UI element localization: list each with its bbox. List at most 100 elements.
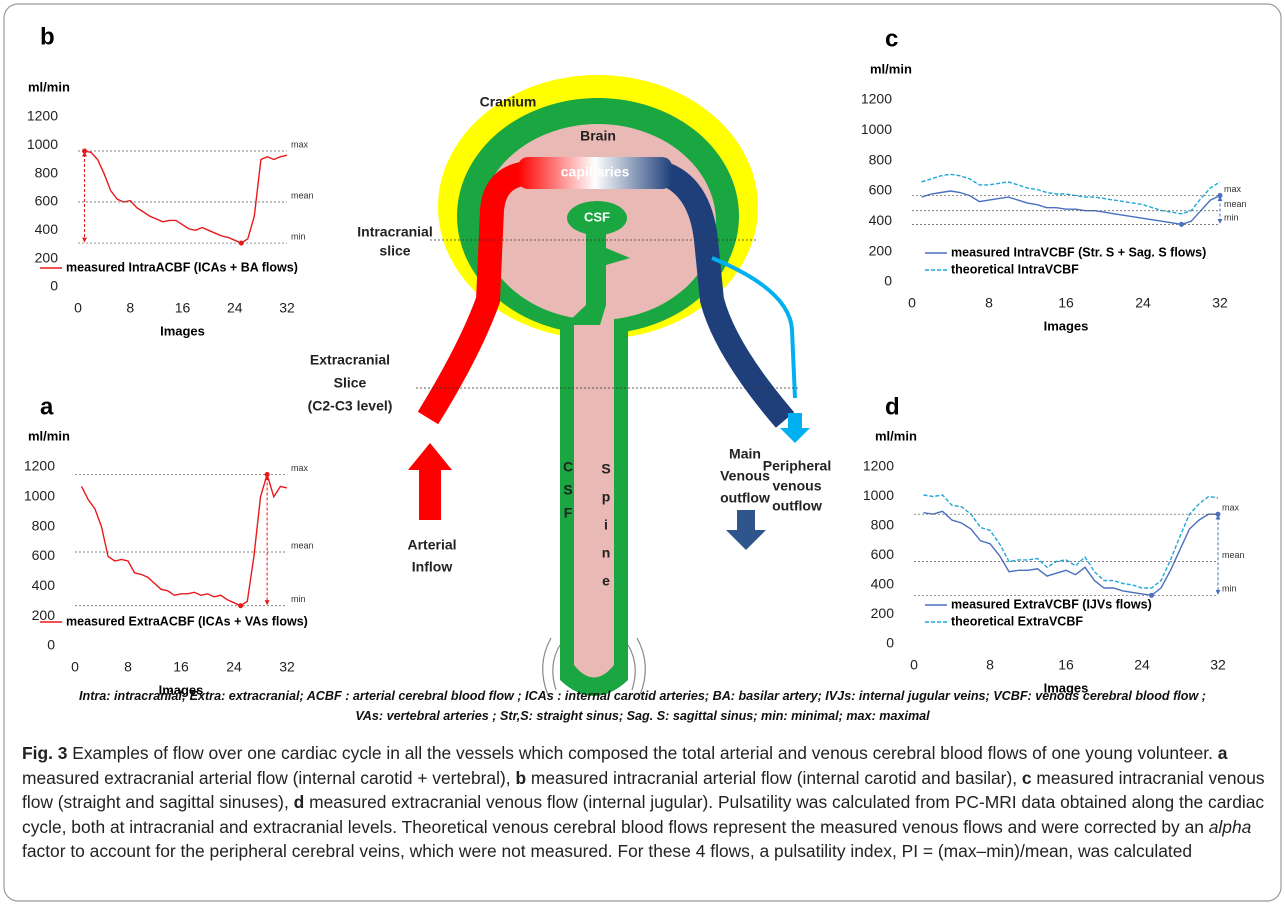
capillaries bbox=[518, 157, 672, 189]
peripheral-arrow bbox=[780, 413, 810, 443]
annotation-label: mean bbox=[1224, 199, 1247, 209]
y-tick-label: 800 bbox=[35, 164, 59, 180]
caption-text: Examples of flow over one cardiac cycle … bbox=[67, 743, 1218, 763]
x-axis-label: Images bbox=[160, 323, 205, 338]
x-axis-label: Images bbox=[159, 682, 204, 697]
x-axis-label: Images bbox=[1044, 318, 1089, 333]
diagram-label: Extracranial bbox=[310, 352, 390, 368]
x-tick-label: 32 bbox=[1210, 657, 1226, 673]
y-tick-label: 1200 bbox=[24, 458, 55, 474]
y-tick-label: 400 bbox=[35, 221, 59, 237]
diagram: CraniumBraincapillariesCSFIntracranialsl… bbox=[308, 75, 831, 696]
y-tick-label: 800 bbox=[871, 517, 895, 533]
diagram-label: CSF bbox=[584, 209, 610, 224]
annotation-label: mean bbox=[291, 540, 314, 550]
panel-ref: c bbox=[1021, 767, 1032, 788]
y-axis-label: ml/min bbox=[28, 79, 70, 94]
x-tick-label: 8 bbox=[985, 295, 993, 311]
x-tick-label: 32 bbox=[1212, 295, 1228, 311]
y-tick-label: 800 bbox=[32, 517, 56, 533]
vein bbox=[657, 161, 795, 428]
x-tick-label: 32 bbox=[279, 659, 295, 675]
max-point bbox=[1215, 511, 1221, 517]
y-tick-label: 600 bbox=[871, 546, 895, 562]
diagram-label: Intracranial bbox=[357, 224, 432, 240]
diagram-label: Arterial bbox=[407, 537, 456, 553]
x-tick-label: 16 bbox=[1058, 657, 1074, 673]
legend-label: theoretical IntraVCBF bbox=[951, 262, 1079, 276]
annotation-label: max bbox=[1224, 184, 1242, 194]
x-tick-label: 24 bbox=[1135, 295, 1151, 311]
diagram-label: venous bbox=[772, 478, 821, 494]
x-tick-label: 16 bbox=[173, 659, 189, 675]
diagram-label: (C2-C3 level) bbox=[308, 398, 393, 414]
y-tick-label: 200 bbox=[32, 607, 56, 623]
y-tick-label: 200 bbox=[869, 242, 893, 258]
y-tick-label: 1000 bbox=[24, 488, 55, 504]
x-tick-label: 0 bbox=[910, 657, 918, 673]
y-tick-label: 600 bbox=[35, 193, 59, 209]
diagram-label: Cranium bbox=[480, 94, 537, 110]
min-point bbox=[1149, 592, 1154, 598]
y-tick-label: 400 bbox=[871, 576, 895, 592]
series-line bbox=[80, 472, 288, 607]
y-tick-label: 1200 bbox=[27, 108, 58, 124]
caption: Fig. 3 Examples of flow over one cardiac… bbox=[22, 741, 1267, 864]
y-tick-label: 1200 bbox=[861, 91, 892, 107]
series-line bbox=[923, 510, 1218, 597]
annotation-label: min bbox=[1224, 213, 1239, 223]
footnote-line: VAs: vertebral arteries ; Str,S: straigh… bbox=[355, 709, 930, 723]
x-tick-label: 24 bbox=[1134, 657, 1150, 673]
max-point bbox=[82, 148, 88, 154]
x-tick-label: 24 bbox=[226, 659, 242, 675]
diagram-label: S bbox=[563, 482, 572, 498]
y-tick-label: 0 bbox=[50, 278, 58, 294]
spine bbox=[574, 318, 614, 678]
frame bbox=[3, 3, 1282, 902]
peripheral-vein bbox=[711, 256, 797, 399]
y-tick-label: 200 bbox=[35, 249, 59, 265]
panel-ref: d bbox=[293, 792, 305, 812]
annotation-label: max bbox=[291, 463, 309, 473]
y-tick-label: 1200 bbox=[863, 458, 894, 474]
footnote-line: Intra: intracranial; Extra: extracranial… bbox=[79, 689, 1206, 703]
diagram-label: Slice bbox=[334, 375, 367, 391]
min-point bbox=[238, 240, 244, 246]
venous-arrow bbox=[726, 510, 766, 550]
max-point bbox=[1217, 193, 1223, 199]
diagram-label: Inflow bbox=[412, 559, 453, 575]
panel-ref: b bbox=[515, 767, 527, 788]
diagram-label: outflow bbox=[720, 490, 770, 506]
panel-label: d bbox=[885, 393, 900, 420]
y-tick-label: 600 bbox=[32, 547, 56, 563]
diagram-label: Main bbox=[729, 446, 761, 462]
panel-label: a bbox=[40, 393, 54, 420]
artery bbox=[417, 161, 532, 425]
x-tick-label: 16 bbox=[175, 300, 191, 316]
diagram-label: F bbox=[564, 505, 573, 521]
series-line bbox=[921, 173, 1221, 215]
annotation-label: min bbox=[291, 231, 306, 241]
annotation-label: mean bbox=[291, 190, 314, 200]
y-tick-label: 800 bbox=[869, 151, 893, 167]
y-axis-label: ml/min bbox=[870, 61, 912, 76]
x-tick-label: 24 bbox=[227, 300, 243, 316]
series-line bbox=[923, 494, 1219, 589]
annotation-label: min bbox=[291, 594, 306, 604]
y-tick-label: 1000 bbox=[861, 121, 892, 137]
diagram-label: C bbox=[563, 459, 573, 475]
x-tick-label: 8 bbox=[126, 300, 134, 316]
diagram-label: p bbox=[602, 489, 611, 505]
diagram-label: n bbox=[602, 545, 611, 561]
x-tick-label: 0 bbox=[74, 300, 82, 316]
fig-label: Fig. 3 bbox=[22, 743, 68, 763]
y-tick-label: 400 bbox=[869, 212, 893, 228]
y-tick-label: 0 bbox=[47, 637, 55, 653]
diagram-label: Brain bbox=[580, 128, 616, 144]
legend-label: measured IntraACBF (ICAs + BA flows) bbox=[66, 260, 298, 274]
y-tick-label: 0 bbox=[886, 635, 894, 651]
legend-label: measured IntraVCBF (Str. S + Sag. S flow… bbox=[951, 245, 1206, 259]
y-tick-label: 0 bbox=[884, 273, 892, 289]
annotation-label: mean bbox=[1222, 550, 1245, 560]
